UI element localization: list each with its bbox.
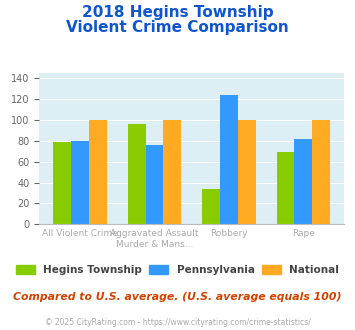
Bar [294, 139, 312, 224]
Bar [202, 189, 220, 224]
Text: Robbery: Robbery [210, 229, 248, 238]
Bar [312, 120, 330, 224]
Bar [71, 141, 89, 224]
Bar [53, 142, 71, 224]
Bar [89, 120, 107, 224]
Text: All Violent Crime: All Violent Crime [42, 229, 118, 238]
Text: Compared to U.S. average. (U.S. average equals 100): Compared to U.S. average. (U.S. average … [13, 292, 342, 302]
Text: © 2025 CityRating.com - https://www.cityrating.com/crime-statistics/: © 2025 CityRating.com - https://www.city… [45, 318, 310, 327]
Bar [163, 120, 181, 224]
Text: Violent Crime Comparison: Violent Crime Comparison [66, 20, 289, 35]
Text: Rape: Rape [292, 229, 315, 238]
Text: Murder & Mans...: Murder & Mans... [116, 240, 193, 249]
Bar [146, 145, 163, 224]
Legend: Hegins Township, Pennsylvania, National: Hegins Township, Pennsylvania, National [12, 261, 343, 280]
Bar [277, 152, 294, 224]
Bar [238, 120, 256, 224]
Bar [220, 95, 238, 224]
Text: 2018 Hegins Township: 2018 Hegins Township [82, 5, 273, 20]
Text: Aggravated Assault: Aggravated Assault [110, 229, 199, 238]
Bar [128, 124, 146, 224]
